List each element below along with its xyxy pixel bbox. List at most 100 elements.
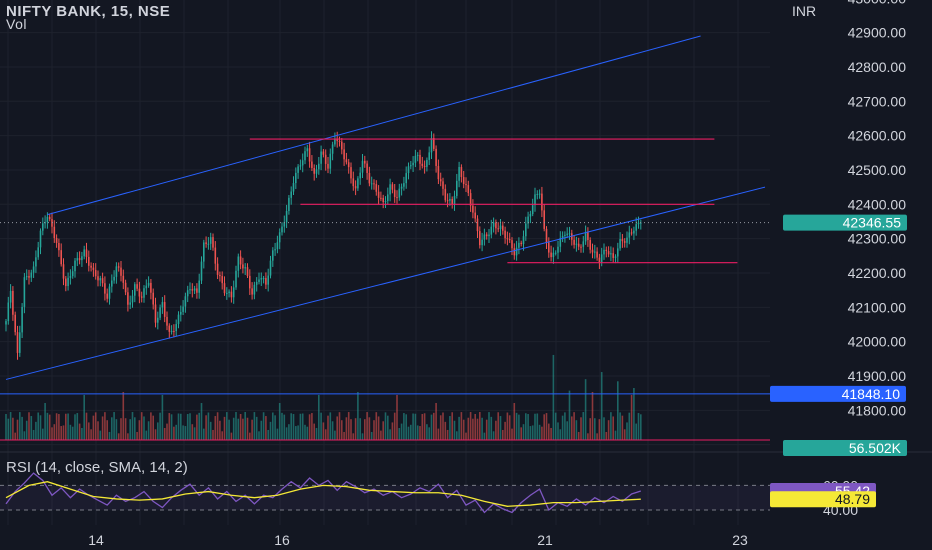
volume-bar (511, 428, 513, 440)
volume-bar (515, 412, 518, 440)
volume-bar (168, 413, 171, 440)
candle-body (336, 138, 338, 141)
candle-body (207, 243, 210, 245)
candle-body (621, 238, 624, 242)
volume-bar (276, 428, 279, 440)
candle-body (25, 276, 28, 278)
volume-bar (481, 417, 483, 440)
volume-bar (525, 413, 527, 440)
volume-bar (301, 413, 304, 440)
candle-body (504, 230, 506, 239)
volume-bar (25, 420, 28, 440)
time-axis: 14 16 21 23 (88, 532, 748, 548)
volume-bar (14, 432, 16, 440)
candle-body (295, 172, 297, 184)
volume-bar (78, 423, 81, 440)
candle-body (421, 163, 424, 166)
volume-bar (318, 394, 320, 440)
candle-body (428, 152, 430, 160)
volume-bar (92, 415, 95, 440)
candle-body (338, 140, 341, 142)
symbol-title[interactable]: NIFTY BANK, 15, NSE (6, 3, 171, 20)
candle-body (589, 240, 591, 250)
volume-bar (361, 433, 364, 440)
candle-body (246, 267, 249, 276)
candle-body (405, 173, 407, 184)
volume-bar (589, 418, 591, 440)
candle-body (414, 155, 417, 163)
volume-bar (163, 427, 166, 440)
volume-bar (467, 417, 470, 440)
candle-body (308, 148, 311, 162)
volume-bar (219, 420, 221, 440)
volume-bar (527, 414, 529, 440)
volume-bar (12, 417, 14, 440)
volume-bar (129, 419, 131, 440)
volume-bar (396, 394, 398, 440)
volume-bar (387, 415, 389, 440)
candle-body (180, 311, 182, 315)
candle-body (283, 222, 286, 227)
volume-bar (359, 418, 361, 440)
candle-body (170, 330, 173, 332)
candle-body (88, 256, 90, 266)
volume-bar (465, 432, 467, 440)
candle-body (113, 276, 115, 281)
volume-tag: 56.502K (849, 440, 902, 456)
volume-bar (334, 430, 336, 440)
candle-body (596, 251, 598, 258)
volume-bar (21, 416, 23, 440)
volume-bar (101, 416, 104, 440)
candle-body (497, 228, 499, 230)
candle-body (85, 249, 88, 257)
candle-body (626, 237, 628, 243)
volume-bar (94, 412, 97, 440)
volume-bar (216, 412, 219, 440)
candle-body (69, 276, 72, 278)
candle-body (449, 198, 451, 201)
candle-body (350, 167, 352, 179)
volume-bar (446, 429, 449, 440)
volume-bar (69, 424, 72, 440)
candle-body (193, 288, 196, 291)
candle-body (249, 275, 251, 289)
candle-body (242, 264, 244, 269)
candle-body (322, 151, 325, 155)
volume-bar (180, 413, 182, 440)
candle-body (258, 279, 260, 282)
volume-bar (35, 421, 37, 440)
candle-body (62, 264, 65, 279)
volume-bar (538, 424, 541, 440)
volume-bar (198, 412, 200, 440)
candle-body (490, 226, 493, 235)
candle-body (278, 232, 281, 243)
volume-bar (288, 424, 290, 440)
candle-body (522, 236, 525, 244)
candle-body (377, 191, 380, 198)
candle-body (272, 250, 274, 261)
candle-body (559, 237, 562, 247)
volume-bar (214, 416, 217, 440)
volume-bar (559, 429, 562, 440)
candle-body (628, 232, 631, 238)
volume-bar (345, 417, 348, 440)
volume-bar (598, 419, 601, 440)
candle-body (136, 284, 138, 289)
volume-bar (97, 421, 99, 440)
volume-bar (138, 420, 141, 440)
volume-bar (209, 421, 212, 440)
candle-body (97, 276, 99, 281)
candle-body (577, 243, 580, 247)
candle-body (341, 141, 343, 150)
candle-body (637, 222, 640, 225)
price-tick-label: 43000.00 (848, 0, 907, 6)
candle-body (320, 151, 322, 164)
volume-bar (46, 412, 49, 440)
volume-bar (430, 414, 433, 440)
volume-bar (591, 392, 594, 440)
candle-body (232, 287, 235, 298)
volume-bar (182, 425, 184, 440)
volume-bar (154, 429, 157, 440)
last-price-tag-bg (783, 214, 907, 231)
